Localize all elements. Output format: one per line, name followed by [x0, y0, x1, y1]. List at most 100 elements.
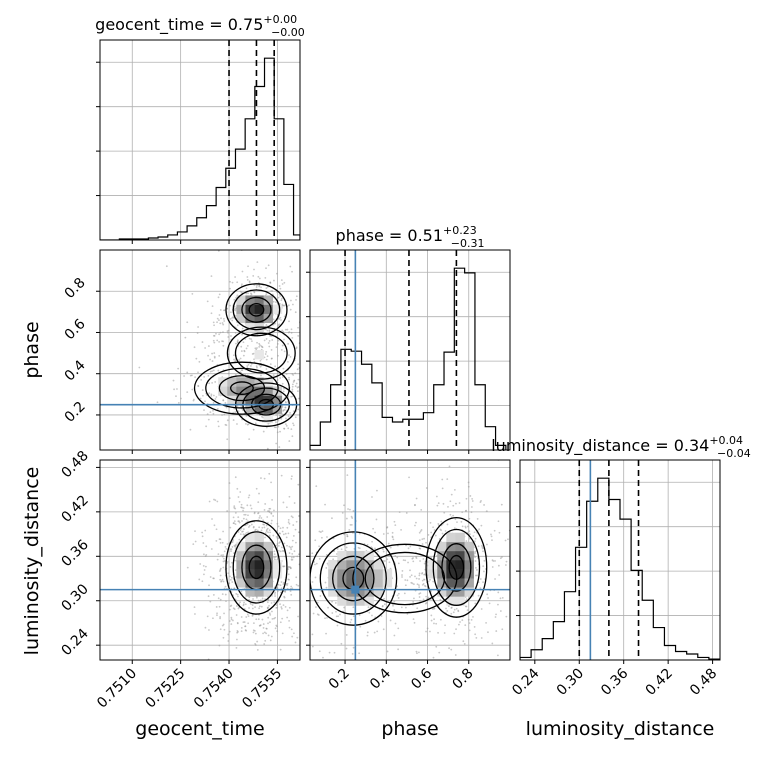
sample-point: [267, 422, 270, 425]
sample-point: [201, 341, 204, 343]
sample-point: [482, 565, 485, 568]
density-cell: [245, 295, 255, 305]
sample-point: [405, 512, 408, 514]
sample-point: [469, 495, 472, 497]
sample-point: [256, 261, 259, 264]
density-cell: [364, 569, 374, 579]
sample-point: [418, 586, 421, 588]
sample-point: [292, 424, 295, 427]
sample-point: [207, 595, 210, 598]
sample-point: [408, 476, 410, 479]
sample-point: [225, 424, 228, 426]
sample-point: [464, 605, 467, 608]
sample-point: [197, 371, 199, 374]
sample-point: [497, 603, 499, 606]
sample-point: [445, 607, 447, 610]
sample-point: [269, 621, 271, 624]
sample-point: [297, 531, 300, 534]
sample-point: [418, 572, 421, 575]
sample-point: [250, 507, 253, 510]
sample-point: [288, 440, 291, 442]
sample-point: [273, 279, 275, 282]
sample-point: [228, 620, 231, 622]
sample-point: [317, 592, 319, 594]
sample-point: [504, 539, 507, 542]
sample-point: [283, 338, 285, 341]
sample-point: [198, 578, 201, 581]
sample-point: [308, 388, 310, 390]
sample-point: [352, 646, 355, 649]
sample-point: [376, 630, 379, 633]
sample-point: [292, 556, 295, 559]
sample-point: [254, 644, 257, 646]
sample-point: [366, 543, 369, 546]
sample-point: [493, 529, 496, 532]
sample-point: [486, 543, 488, 546]
density-cell: [263, 587, 274, 597]
sample-point: [228, 630, 231, 633]
sample-point: [173, 388, 175, 391]
sample-point: [268, 507, 271, 510]
sample-point: [205, 553, 208, 556]
density-cell: [355, 578, 365, 588]
panel-frame: [99, 39, 301, 241]
x-tick-label-phase: 0.8: [450, 666, 477, 693]
sample-point: [429, 521, 432, 524]
sample-point: [364, 619, 367, 622]
sample-point: [248, 438, 251, 441]
sample-point: [277, 296, 280, 299]
sample-point: [387, 542, 390, 545]
sample-point: [213, 341, 216, 344]
sample-point: [386, 526, 389, 528]
sample-point: [279, 648, 282, 651]
sample-point: [332, 537, 335, 540]
sample-point: [194, 530, 196, 533]
sample-point: [297, 326, 299, 329]
sample-point: [246, 523, 249, 526]
title-luminosity-distance-text: luminosity_distance: [491, 436, 650, 456]
sample-point: [233, 298, 236, 301]
sample-point: [301, 588, 303, 590]
sample-point: [410, 574, 413, 577]
density-cell: [236, 386, 246, 396]
sample-point: [315, 686, 317, 688]
sample-point: [243, 601, 245, 604]
sample-point: [212, 401, 215, 404]
sample-point: [236, 341, 239, 344]
sample-point: [471, 506, 473, 508]
sample-point: [288, 606, 291, 609]
sample-point: [303, 391, 305, 393]
sample-point: [363, 664, 365, 666]
sample-point: [316, 597, 318, 599]
sample-point: [294, 641, 297, 644]
sample-point: [415, 497, 418, 500]
x-tick-label-luminosity_distance: 0.36: [598, 665, 631, 698]
sample-point: [456, 521, 458, 524]
sample-point: [229, 566, 232, 568]
sample-point: [453, 632, 456, 635]
sample-point: [219, 322, 222, 325]
sample-point: [283, 596, 286, 599]
sample-point: [418, 574, 421, 577]
sample-point: [194, 376, 196, 379]
sample-point: [236, 593, 239, 596]
sample-point: [246, 613, 249, 616]
density-cell: [373, 587, 384, 597]
sample-point: [276, 590, 279, 593]
contour-line: [248, 555, 265, 580]
sample-point: [275, 346, 278, 349]
sample-point: [254, 422, 257, 425]
sample-point: [229, 304, 232, 307]
sample-point: [205, 425, 208, 428]
sample-point: [279, 287, 282, 290]
sample-point: [247, 526, 250, 528]
sample-point: [280, 279, 283, 282]
sample-point: [234, 476, 237, 479]
sample-point: [397, 562, 400, 565]
sample-point: [217, 319, 220, 322]
sample-point: [457, 609, 460, 612]
sample-point: [206, 300, 209, 303]
sample-point: [323, 396, 325, 398]
sample-point: [314, 408, 316, 410]
sample-point: [473, 540, 476, 543]
